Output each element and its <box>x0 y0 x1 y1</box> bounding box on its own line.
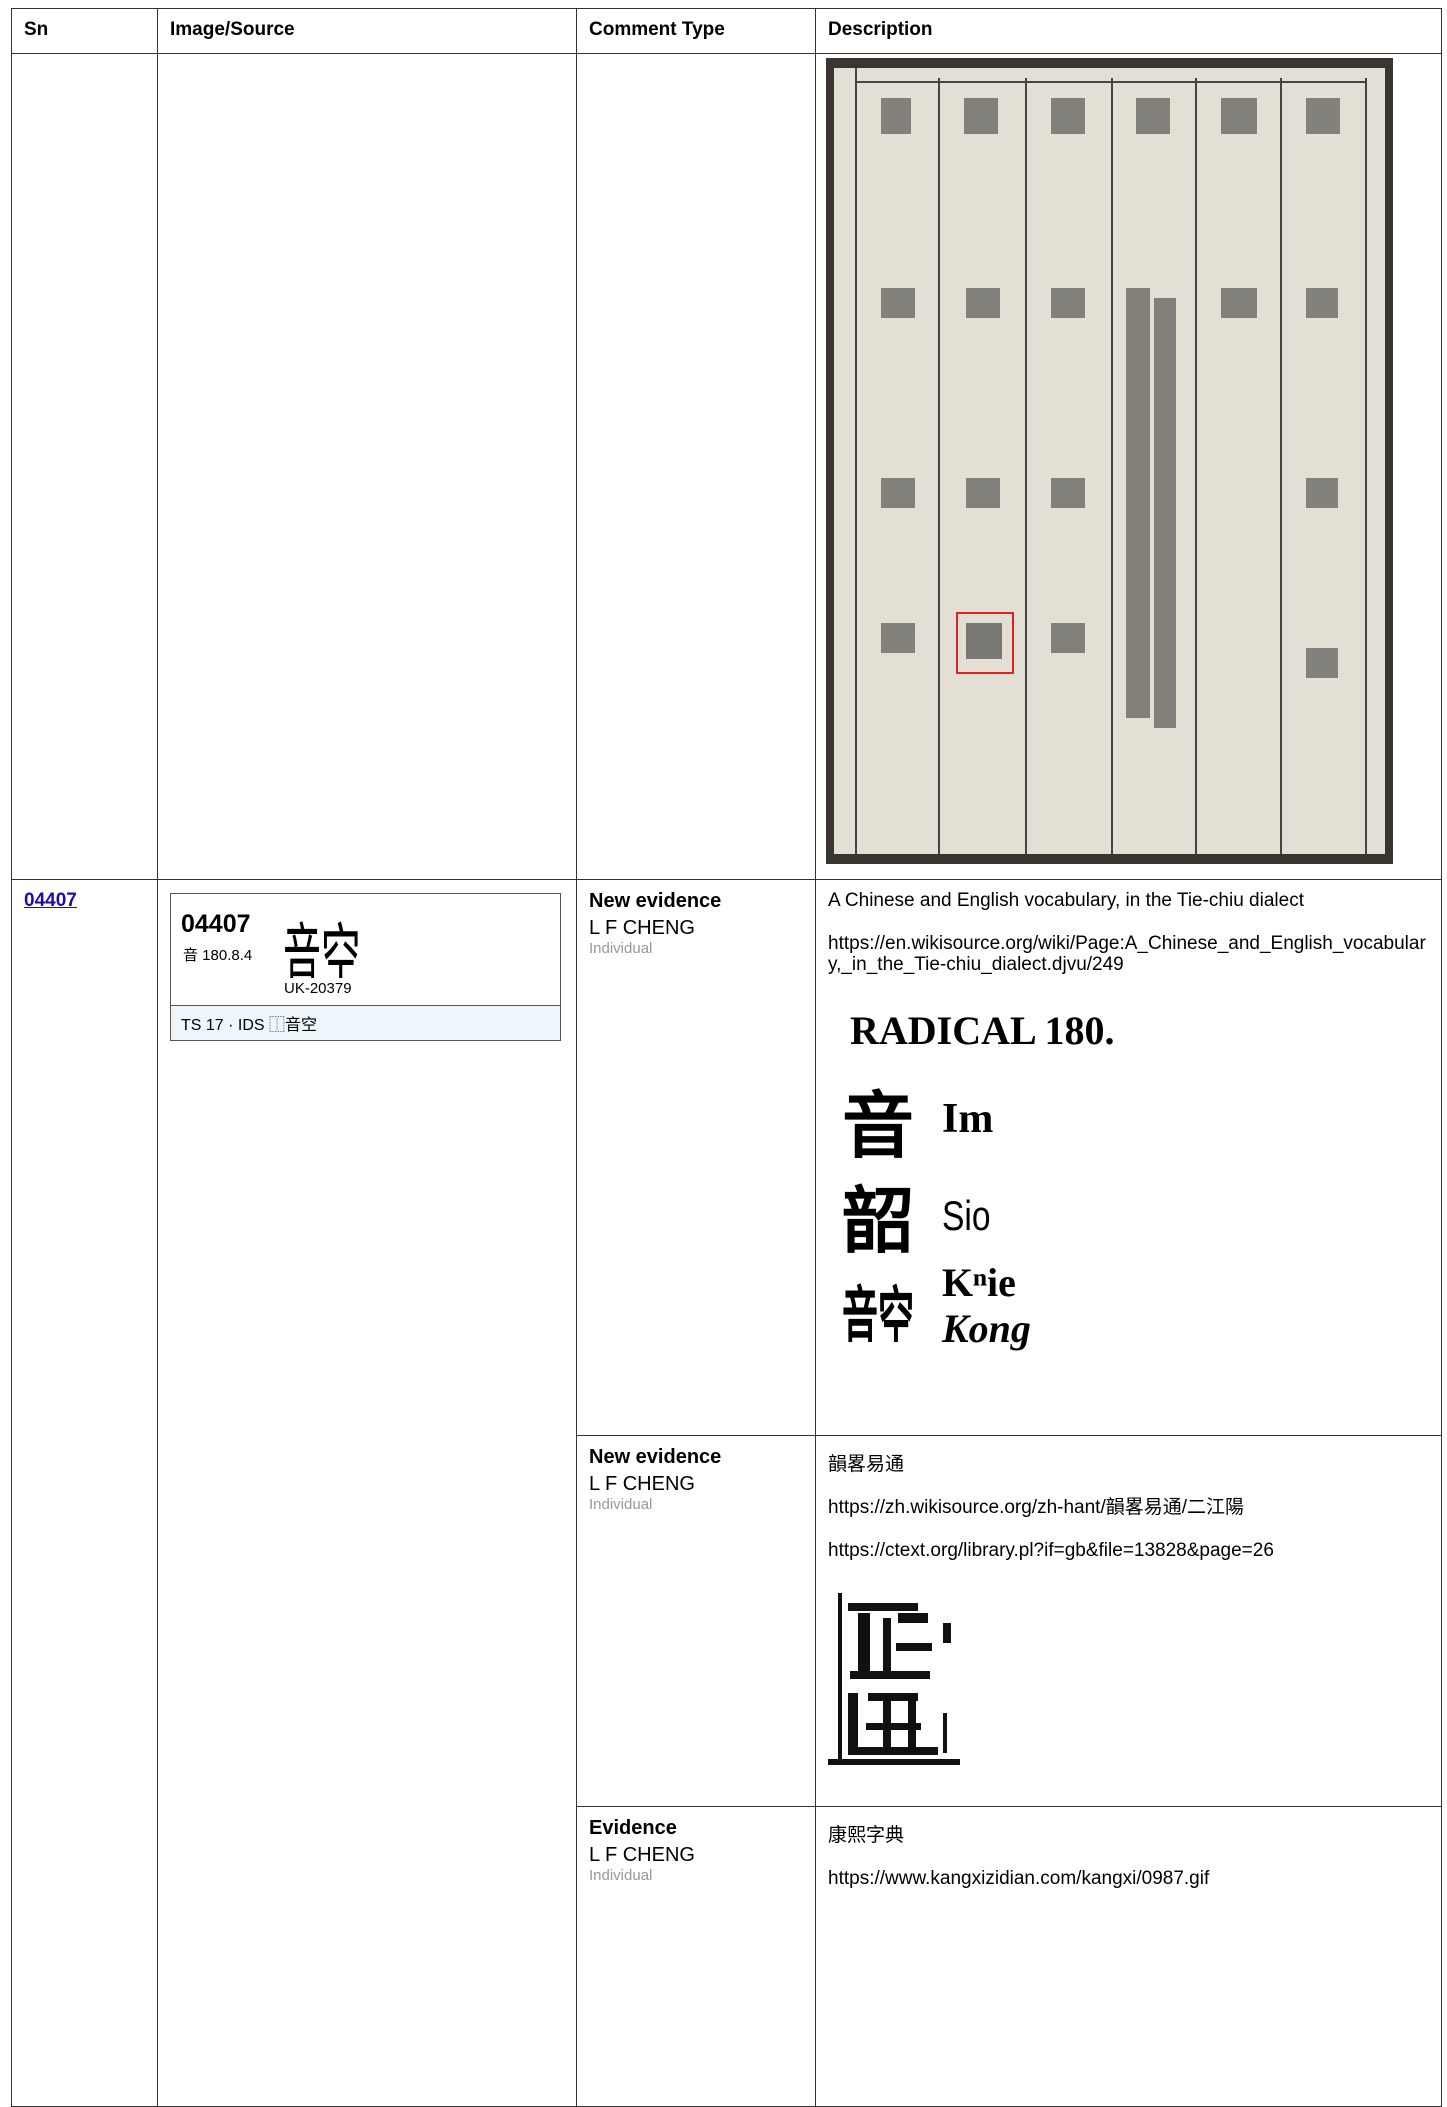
comment-role: Individual <box>589 1867 653 1884</box>
image-char: 韶 <box>842 1182 915 1262</box>
row: New evidence L F CHENG Individual 韻畧易通 htt… <box>12 1435 1442 1807</box>
header-cell: Comment Type <box>576 8 816 54</box>
card-code: 04407 <box>181 910 251 938</box>
glyph-part: 空 <box>878 1282 914 1342</box>
image-reading: Sio <box>942 1192 991 1239</box>
image-reading: Kong <box>942 1306 1031 1351</box>
image-heading: RADICAL 180. <box>850 1008 1115 1053</box>
comment-type-cell: Evidence L F CHENG Individual <box>576 1806 816 2107</box>
comment-type-cell: New evidence L F CHENG Individual <box>576 879 816 1436</box>
comment-role: Individual <box>589 1496 653 1513</box>
sn-cell: 04407 <box>11 879 158 2107</box>
row: Evidence L F CHENG Individual 康熙字典 https:/… <box>12 1806 1442 2107</box>
description-cell: A Chinese and English vocabulary, in the… <box>815 879 1442 1436</box>
header-cell: Image/Source <box>157 8 577 54</box>
description-text: 康熙字典 <box>828 1825 905 1846</box>
image-reading: Im <box>942 1096 994 1142</box>
radical-image: RADICAL 180. 音 Im 韶 Sio 音 空 Kⁿie Kong <box>834 997 1429 1387</box>
description-link: https://en.wikisource.org/wiki/Page:A_Ch… <box>828 933 1426 975</box>
comment-user: L F CHENG <box>589 917 695 939</box>
description-link: https://www.kangxizidian.com/kangxi/0987… <box>828 1868 1210 1889</box>
evidence-table: Sn Image/Source Comment Type Description… <box>11 8 1442 2107</box>
sn-link[interactable]: 04407 <box>24 890 77 911</box>
comment-user: L F CHENG <box>589 1473 695 1495</box>
scan-image <box>828 1583 960 1773</box>
glyph-part: 音 <box>842 1282 879 1342</box>
comment-role: Individual <box>589 940 653 957</box>
description-link: https://zh.wikisource.org/zh-hant/韻畧易通/二… <box>828 1497 1245 1518</box>
image-char: 音 <box>842 1087 915 1167</box>
comment-type: New evidence <box>589 1446 722 1468</box>
glyph-part: 空 <box>321 919 361 978</box>
header-cell: Sn <box>11 8 158 54</box>
description-cell: 韻畧易通 https://zh.wikisource.org/zh-hant/韻… <box>815 1435 1442 1807</box>
comment-user: L F CHENG <box>589 1844 695 1866</box>
image-reading: Kⁿie <box>942 1260 1016 1305</box>
image-glyph: 音 空 <box>842 1262 914 1342</box>
comment-type: Evidence <box>589 1817 677 1839</box>
comment-type: New evidence <box>589 890 722 912</box>
glyph-card: 04407 音 180.8.4 音 空 UK-20379 TS 17 · IDS… <box>170 893 561 1041</box>
description-text: 韻畧易通 <box>828 1454 905 1475</box>
comment-type-cell: New evidence L F CHENG Individual <box>576 1435 816 1807</box>
scan-image <box>826 58 1393 864</box>
description-text: A Chinese and English vocabulary, in the… <box>828 890 1304 911</box>
scan-cell <box>815 53 1442 880</box>
header-cell: Description <box>815 8 1442 54</box>
glyph-part: 音 <box>283 919 321 978</box>
row <box>11 53 1442 880</box>
card-ids: TS 17 · IDS ⿰音空 <box>171 1006 560 1040</box>
card-glyph: 音 空 <box>283 898 363 978</box>
card-radical: 音 180.8.4 <box>183 947 253 964</box>
row: 04407 04407 音 180.8.4 音 空 UK-20379 TS 17… <box>11 879 1442 2107</box>
description-cell: 康熙字典 https://www.kangxizidian.com/kangxi… <box>815 1806 1442 2107</box>
card-source: UK-20379 <box>284 980 352 997</box>
description-link: https://ctext.org/library.pl?if=gb&file=… <box>828 1540 1274 1561</box>
image-cell: 04407 音 180.8.4 音 空 UK-20379 TS 17 · IDS… <box>157 879 577 2107</box>
header-row: Sn Image/Source Comment Type Description <box>11 8 1442 54</box>
